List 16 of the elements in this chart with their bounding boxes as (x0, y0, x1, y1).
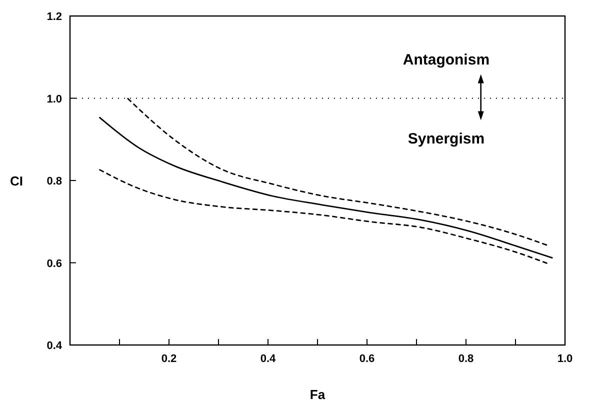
y-tick-label: 0.6 (46, 258, 62, 270)
annotation: Antagonism (402, 51, 490, 68)
y-tick-label: 1.2 (46, 11, 62, 23)
y-tick-label: 1.0 (46, 93, 62, 106)
line-series (99, 169, 548, 264)
y-axis-title: CI (10, 174, 23, 188)
x-tick-label: 1.0 (557, 353, 573, 365)
y-tick-label: 0.8 (46, 176, 62, 188)
y-tick-label: 0.4 (46, 340, 63, 352)
annotation: Synergism (408, 130, 485, 148)
x-tick-label: 0.8 (458, 353, 474, 365)
x-axis-title: Fa (310, 387, 326, 402)
x-tick-label: 0.4 (260, 353, 277, 365)
x-tick-label: 0.6 (359, 353, 375, 365)
x-tick-label: 0.2 (161, 353, 177, 365)
line-series (99, 116, 553, 259)
